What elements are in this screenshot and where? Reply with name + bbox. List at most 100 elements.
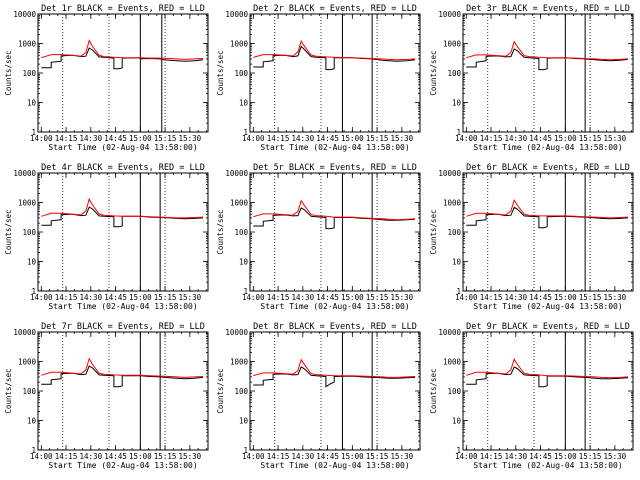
y-tick-label: 1 [31, 446, 36, 455]
x-minor-ticks [465, 173, 632, 291]
x-tick-label: 15:15 [579, 452, 602, 461]
x-tick-label: 15:15 [579, 293, 602, 302]
x-minor-ticks [252, 173, 419, 291]
x-tick-label: 14:00 [242, 134, 265, 143]
detector-panel: Det 5r BLACK = Events, RED = LLD 1 10 100 10… [216, 163, 421, 311]
y-tick-label: 100 [22, 69, 36, 78]
x-tick-label: 14:15 [267, 134, 290, 143]
detector-panel: Det 7r BLACK = Events, RED = LLD 1 10 100 10… [4, 322, 209, 470]
x-axis-label: Start Time (02-Aug-04 13:58:00) [48, 302, 197, 311]
y-tick-label: 10 [452, 417, 462, 426]
y-tick-label: 1000 [443, 358, 462, 367]
y-minor-ticks [463, 332, 633, 442]
x-tick-label: 15:30 [604, 134, 627, 143]
y-tick-label: 10 [27, 99, 37, 108]
x-axis-label: Start Time (02-Aug-04 13:58:00) [473, 143, 622, 152]
x-tick-label: 15:00 [554, 134, 577, 143]
x-tick-label: 14:15 [480, 134, 503, 143]
y-tick-label: 10000 [438, 10, 461, 19]
y-tick-label: 10000 [13, 169, 36, 178]
x-tick-label: 15:15 [154, 293, 177, 302]
x-axis-label: Start Time (02-Aug-04 13:58:00) [48, 143, 197, 152]
y-tick-label: 1 [31, 287, 36, 296]
x-tick-label: 15:30 [179, 293, 202, 302]
y-minor-ticks [250, 173, 420, 283]
x-tick-label: 15:00 [341, 293, 364, 302]
x-tick-label: 15:00 [554, 293, 577, 302]
events-series-line [466, 366, 629, 388]
x-tick-label: 15:30 [391, 134, 414, 143]
y-tick-label: 100 [447, 69, 461, 78]
x-tick-label: 14:45 [529, 452, 552, 461]
x-minor-ticks [465, 332, 632, 450]
detector-panel: Det 9r BLACK = Events, RED = LLD 1 10 100 10… [429, 322, 634, 470]
plot-frame [249, 331, 421, 451]
y-tick-label: 100 [234, 387, 248, 396]
x-tick-label: 14:00 [242, 452, 265, 461]
y-tick-label: 10 [239, 258, 249, 267]
x-tick-label: 15:15 [366, 134, 389, 143]
x-tick-label: 14:15 [480, 452, 503, 461]
x-tick-label: 14:15 [55, 134, 78, 143]
x-axis-label: Start Time (02-Aug-04 13:58:00) [260, 461, 409, 470]
x-tick-label: 14:15 [55, 293, 78, 302]
y-minor-ticks [250, 14, 420, 124]
y-tick-label: 1 [243, 128, 248, 137]
panel-title: Det 9r BLACK = Events, RED = LLD [466, 322, 630, 332]
lld-series-line [41, 39, 204, 60]
y-tick-label: 10000 [225, 328, 248, 337]
y-tick-label: 1 [456, 287, 461, 296]
events-series-line [253, 45, 416, 71]
y-minor-ticks [463, 14, 633, 124]
x-tick-label: 15:00 [554, 452, 577, 461]
x-tick-label: 15:00 [341, 134, 364, 143]
plot-frame [37, 13, 209, 133]
y-axis-label: Counts/sec [4, 50, 13, 95]
y-tick-label: 1 [243, 446, 248, 455]
x-tick-label: 14:45 [104, 134, 127, 143]
x-tick-label: 15:30 [391, 293, 414, 302]
y-tick-label: 10000 [13, 328, 36, 337]
plot-frame [249, 172, 421, 292]
y-tick-label: 100 [234, 228, 248, 237]
detector-panel: Det 2r BLACK = Events, RED = LLD 1 10 100 10… [216, 4, 421, 152]
x-tick-label: 14:15 [480, 293, 503, 302]
panel-title: Det 6r BLACK = Events, RED = LLD [466, 163, 630, 173]
x-tick-label: 14:00 [30, 134, 53, 143]
x-tick-label: 14:45 [529, 134, 552, 143]
x-tick-label: 15:30 [604, 452, 627, 461]
y-tick-label: 10 [452, 99, 462, 108]
panel-title: Det 5r BLACK = Events, RED = LLD [253, 163, 417, 173]
x-tick-label: 15:00 [341, 452, 364, 461]
plot-frame [462, 172, 634, 292]
lld-series-line [466, 40, 629, 61]
x-tick-label: 14:30 [292, 452, 315, 461]
x-tick-label: 14:30 [80, 293, 103, 302]
x-tick-label: 15:30 [179, 134, 202, 143]
y-tick-label: 1 [456, 446, 461, 455]
x-tick-label: 15:30 [604, 293, 627, 302]
x-tick-label: 14:00 [455, 293, 478, 302]
y-tick-label: 1000 [443, 199, 462, 208]
detector-panel: Det 6r BLACK = Events, RED = LLD 1 10 100 10… [429, 163, 634, 311]
y-axis-label: Counts/sec [429, 209, 438, 254]
y-tick-label: 1000 [230, 40, 249, 49]
y-axis-label: Counts/sec [216, 50, 225, 95]
lld-series-line [253, 199, 416, 221]
x-tick-label: 15:00 [129, 293, 152, 302]
x-axis-label: Start Time (02-Aug-04 13:58:00) [473, 302, 622, 311]
detector-panel: Det 3r BLACK = Events, RED = LLD 1 10 100 10… [429, 4, 634, 152]
lld-series-line [466, 358, 629, 379]
y-minor-ticks [250, 332, 420, 442]
x-tick-label: 15:15 [154, 134, 177, 143]
y-minor-ticks [38, 173, 208, 283]
lld-series-line [466, 199, 629, 219]
panel-title: Det 2r BLACK = Events, RED = LLD [253, 4, 417, 14]
x-tick-label: 14:15 [267, 293, 290, 302]
x-tick-label: 14:30 [505, 293, 528, 302]
x-tick-label: 14:00 [455, 134, 478, 143]
x-minor-ticks [40, 332, 207, 450]
x-tick-label: 14:00 [242, 293, 265, 302]
x-tick-label: 14:45 [316, 293, 339, 302]
plot-frame [37, 331, 209, 451]
